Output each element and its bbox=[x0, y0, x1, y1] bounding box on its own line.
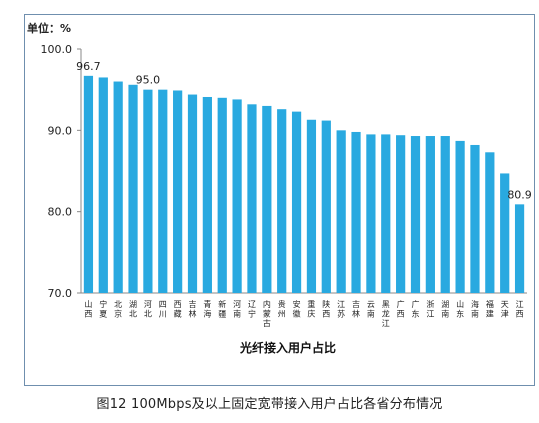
bar-chart: 单位：% 光纤接入用户占比 96.7 95.0 80.9 100.0 90.0 80.0… bbox=[27, 21, 532, 355]
bar bbox=[336, 130, 346, 293]
x-tick-label: 安徽 bbox=[293, 299, 301, 319]
x-tick-label: 江西 bbox=[516, 300, 524, 319]
bar bbox=[187, 94, 198, 294]
x-tick-label: 内蒙古 bbox=[263, 299, 271, 328]
bar bbox=[291, 111, 302, 293]
bar bbox=[410, 136, 421, 293]
x-tick-label: 湖北 bbox=[129, 300, 137, 319]
x-tick-label: 重庆 bbox=[307, 299, 315, 319]
bar bbox=[306, 119, 317, 293]
x-tick-label: 陕西 bbox=[322, 299, 330, 319]
x-tick-label: 辽宁 bbox=[248, 300, 256, 319]
x-tick-label: 福建 bbox=[486, 300, 494, 319]
x-tick-label: 天津 bbox=[501, 300, 509, 319]
bar bbox=[173, 90, 183, 293]
bar bbox=[98, 77, 108, 293]
x-tick-label: 河北 bbox=[144, 299, 152, 319]
bar bbox=[202, 96, 212, 293]
x-tick-label: 广东 bbox=[412, 299, 420, 319]
bar bbox=[247, 104, 257, 293]
bar bbox=[262, 105, 272, 293]
x-tick-label: 宁夏 bbox=[99, 299, 107, 319]
x-tick-label: 山西 bbox=[84, 299, 92, 319]
bar bbox=[440, 136, 450, 293]
bar bbox=[485, 152, 495, 293]
bar bbox=[366, 134, 376, 293]
y-tick-label: 90.0 bbox=[48, 124, 73, 137]
bar bbox=[500, 173, 510, 293]
bar bbox=[514, 204, 525, 293]
bar bbox=[351, 131, 361, 293]
x-tick-label: 云南 bbox=[367, 300, 375, 319]
x-tick-label: 江苏 bbox=[337, 300, 345, 319]
figure-caption: 图12 100Mbps及以上固定宽带接入用户占比各省分布情况 bbox=[96, 397, 443, 412]
x-tick-label: 黑龙江 bbox=[382, 300, 390, 328]
bar bbox=[396, 135, 406, 293]
x-tick-label: 海南 bbox=[471, 299, 479, 319]
unit-label: 单位：% bbox=[27, 21, 71, 35]
x-tick-label: 四川 bbox=[159, 300, 167, 319]
bar bbox=[455, 140, 465, 293]
data-label: 80.9 bbox=[507, 188, 532, 201]
x-tick-label: 浙江 bbox=[426, 299, 434, 319]
bar bbox=[143, 89, 153, 294]
y-tick-label: 100.0 bbox=[41, 43, 73, 56]
x-tick-label: 河南 bbox=[233, 299, 241, 319]
bar bbox=[321, 120, 331, 293]
y-tick-label: 80.0 bbox=[48, 206, 73, 219]
x-tick-label: 贵州 bbox=[278, 299, 286, 319]
bar bbox=[113, 81, 123, 294]
x-tick-label: 山东 bbox=[456, 299, 464, 319]
bar bbox=[425, 136, 435, 293]
bar bbox=[470, 144, 480, 293]
x-axis-title: 光纤接入用户占比 bbox=[239, 340, 336, 355]
bar bbox=[277, 109, 287, 293]
bar bbox=[381, 134, 391, 293]
x-tick-label: 新疆 bbox=[218, 299, 226, 319]
bar bbox=[217, 97, 227, 293]
x-tick-label: 广西 bbox=[397, 299, 405, 319]
bar bbox=[232, 99, 242, 293]
y-tick-label: 70.0 bbox=[48, 287, 73, 300]
x-tick-label: 西藏 bbox=[174, 300, 182, 319]
bar bbox=[128, 84, 138, 293]
data-label: 96.7 bbox=[76, 60, 101, 73]
x-tick-label: 青海 bbox=[203, 299, 211, 319]
x-tick-label: 吉林 bbox=[189, 300, 197, 319]
bar bbox=[158, 89, 168, 294]
x-tick-label: 湖南 bbox=[441, 300, 449, 319]
bar bbox=[83, 75, 94, 293]
chart-frame: 单位：% 光纤接入用户占比 96.7 95.0 80.9 100.0 90.0 80.0… bbox=[24, 14, 535, 386]
data-label: 95.0 bbox=[136, 74, 161, 87]
x-tick-label: 北京 bbox=[114, 300, 122, 319]
x-tick-label: 吉林 bbox=[352, 300, 360, 319]
